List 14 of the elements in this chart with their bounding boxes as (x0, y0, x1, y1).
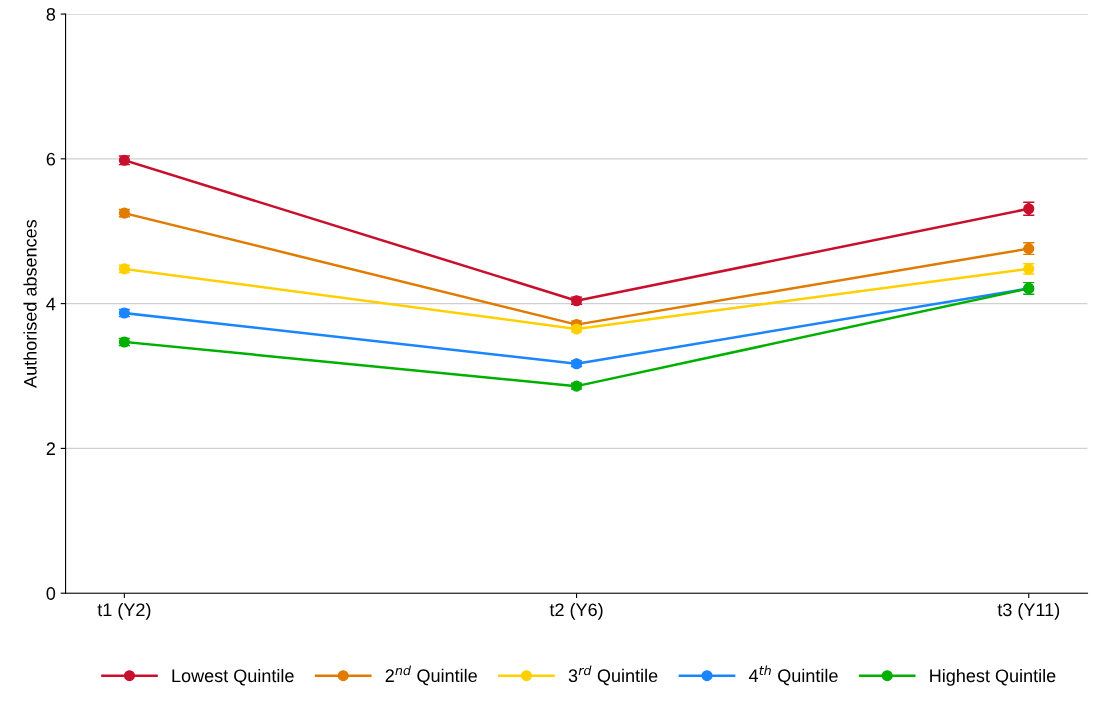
legend-label: Highest Quintile (930, 668, 1056, 686)
y-tick-label: 2 (46, 442, 55, 455)
legend-label: 3$^{rd}$ Quintile (568, 665, 658, 686)
x-tick-label: t1 (Y2) (97, 602, 151, 620)
y-tick-label: 0 (46, 587, 56, 600)
legend-label: Lowest Quintile (172, 668, 294, 686)
y-tick-label: 4 (46, 297, 56, 311)
legend-label: 4$^{th}$ Quintile (748, 665, 838, 686)
y-axis-title: Authorised absences (23, 219, 37, 388)
x-tick-label: t2 (Y6) (549, 602, 603, 620)
y-tick-label: 8 (46, 7, 56, 21)
y-tick-label: 6 (46, 152, 56, 166)
legend-label: 2$^{nd}$ Quintile (385, 665, 477, 686)
x-tick-label: t3 (Y11) (997, 602, 1060, 620)
